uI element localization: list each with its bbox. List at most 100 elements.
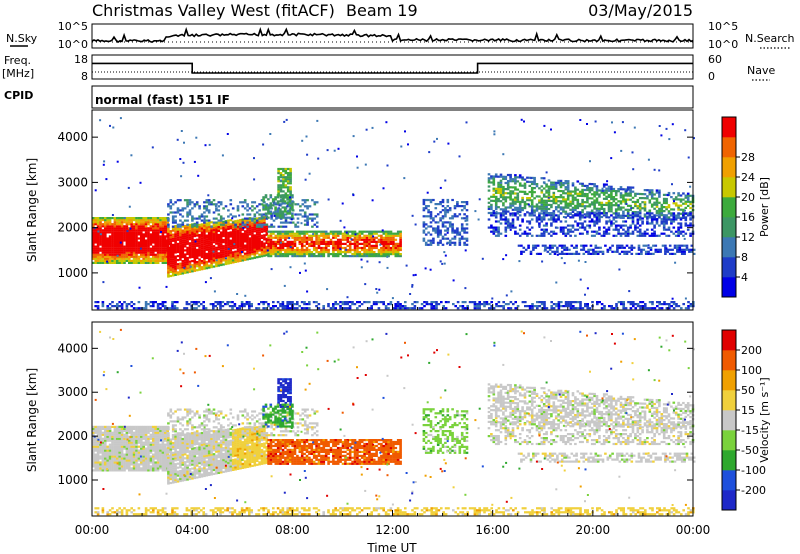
- data-cell: [370, 248, 374, 252]
- data-cell: [171, 266, 175, 269]
- data-cell: [429, 225, 433, 228]
- data-cell: [523, 184, 527, 187]
- data-cell: [634, 211, 637, 214]
- data-cell: [429, 201, 433, 204]
- data-cell: [636, 222, 640, 225]
- data-cell: [231, 247, 235, 250]
- data-cell: [424, 227, 428, 230]
- data-cell: [530, 207, 534, 210]
- data-cell: [664, 246, 667, 249]
- data-cell: [502, 258, 505, 261]
- data-cell: [188, 203, 192, 206]
- data-cell: [245, 303, 249, 306]
- data-cell: [610, 198, 613, 201]
- data-cell: [128, 241, 131, 244]
- data-cell: [665, 197, 668, 201]
- data-cell: [183, 245, 187, 248]
- data-cell: [289, 174, 292, 177]
- data-cell: [562, 210, 565, 213]
- data-cell: [571, 224, 575, 227]
- data-cell: [303, 219, 307, 222]
- data-cell: [219, 249, 223, 252]
- data-cell: [234, 236, 237, 239]
- data-cell: [108, 217, 112, 220]
- data-cell: [664, 244, 667, 247]
- data-cell: [377, 240, 381, 243]
- data-cell: [511, 198, 515, 201]
- data-cell: [653, 216, 656, 219]
- data-cell: [246, 225, 249, 228]
- data-cell: [303, 301, 306, 304]
- data-cell: [583, 220, 587, 223]
- data-cell: [595, 220, 599, 223]
- data-cell: [125, 239, 129, 242]
- data-cell: [576, 211, 580, 214]
- data-cell: [487, 197, 491, 200]
- data-cell: [653, 197, 656, 200]
- data-cell: [552, 307, 556, 310]
- data-cell: [610, 214, 613, 217]
- data-cell: [619, 224, 623, 227]
- data-cell: [533, 180, 536, 184]
- data-cell: [284, 167, 288, 171]
- data-cell: [626, 230, 630, 233]
- data-cell: [272, 236, 275, 239]
- data-cell: [399, 244, 402, 247]
- data-cell: [365, 238, 369, 241]
- data-cell: [263, 244, 266, 247]
- data-cell: [586, 214, 589, 217]
- data-cell: [200, 223, 204, 226]
- data-cell: [619, 234, 623, 237]
- data-cell: [473, 307, 477, 310]
- data-cell: [167, 238, 170, 241]
- data-cell: [227, 235, 230, 239]
- data-cell: [377, 251, 381, 254]
- data-cell: [377, 301, 381, 304]
- data-cell: [523, 192, 527, 195]
- data-cell: [641, 197, 644, 200]
- data-cell: [248, 223, 252, 226]
- data-cell: [176, 244, 180, 247]
- data-cell: [135, 307, 138, 310]
- data-cell: [269, 234, 273, 237]
- data-cell: [346, 255, 350, 258]
- data-cell: [460, 223, 464, 226]
- data-cell: [687, 307, 690, 310]
- data-cell: [528, 307, 532, 310]
- data-cell: [193, 245, 197, 248]
- data-cell: [334, 303, 337, 306]
- data-cell: [265, 225, 269, 228]
- data-cell: [116, 231, 119, 234]
- data-cell: [619, 206, 623, 209]
- data-cell: [164, 229, 167, 232]
- data-cell: [499, 196, 503, 199]
- data-cell: [227, 209, 230, 212]
- data-cell: [341, 303, 345, 306]
- data-cell: [674, 204, 678, 207]
- data-cell: [375, 236, 378, 239]
- data-cell: [215, 246, 218, 249]
- data-cell: [631, 222, 635, 225]
- data-cell: [205, 265, 209, 268]
- data-cell: [161, 241, 165, 244]
- data-cell: [181, 233, 185, 236]
- data-cell: [594, 250, 598, 253]
- data-cell: [610, 305, 613, 308]
- data-cell: [300, 246, 304, 250]
- data-cell: [269, 255, 273, 258]
- data-cell: [246, 217, 249, 220]
- data-cell: [120, 247, 124, 250]
- data-cell: [372, 255, 376, 258]
- data-cell: [670, 212, 673, 215]
- data-cell: [224, 220, 228, 223]
- data-cell: [210, 225, 213, 228]
- data-cell: [258, 241, 261, 244]
- data-cell: [101, 251, 105, 254]
- data-cell: [554, 198, 558, 201]
- data-cell: [111, 247, 114, 250]
- data-cell: [654, 248, 658, 251]
- data-cell: [281, 234, 285, 237]
- data-cell: [612, 187, 616, 191]
- data-cell: [312, 244, 316, 247]
- data-cell: [284, 192, 288, 195]
